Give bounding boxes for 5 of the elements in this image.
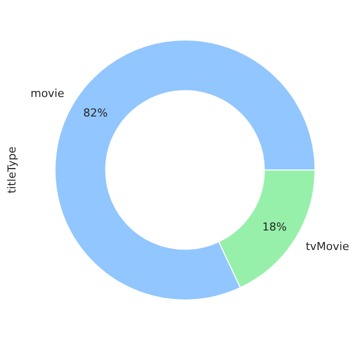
slice-label: tvMovie <box>306 240 350 254</box>
data-label: 82% <box>83 106 108 120</box>
text: titleType <box>6 146 18 194</box>
data-label: 18% <box>262 220 287 234</box>
slice-label: movie <box>30 86 64 100</box>
